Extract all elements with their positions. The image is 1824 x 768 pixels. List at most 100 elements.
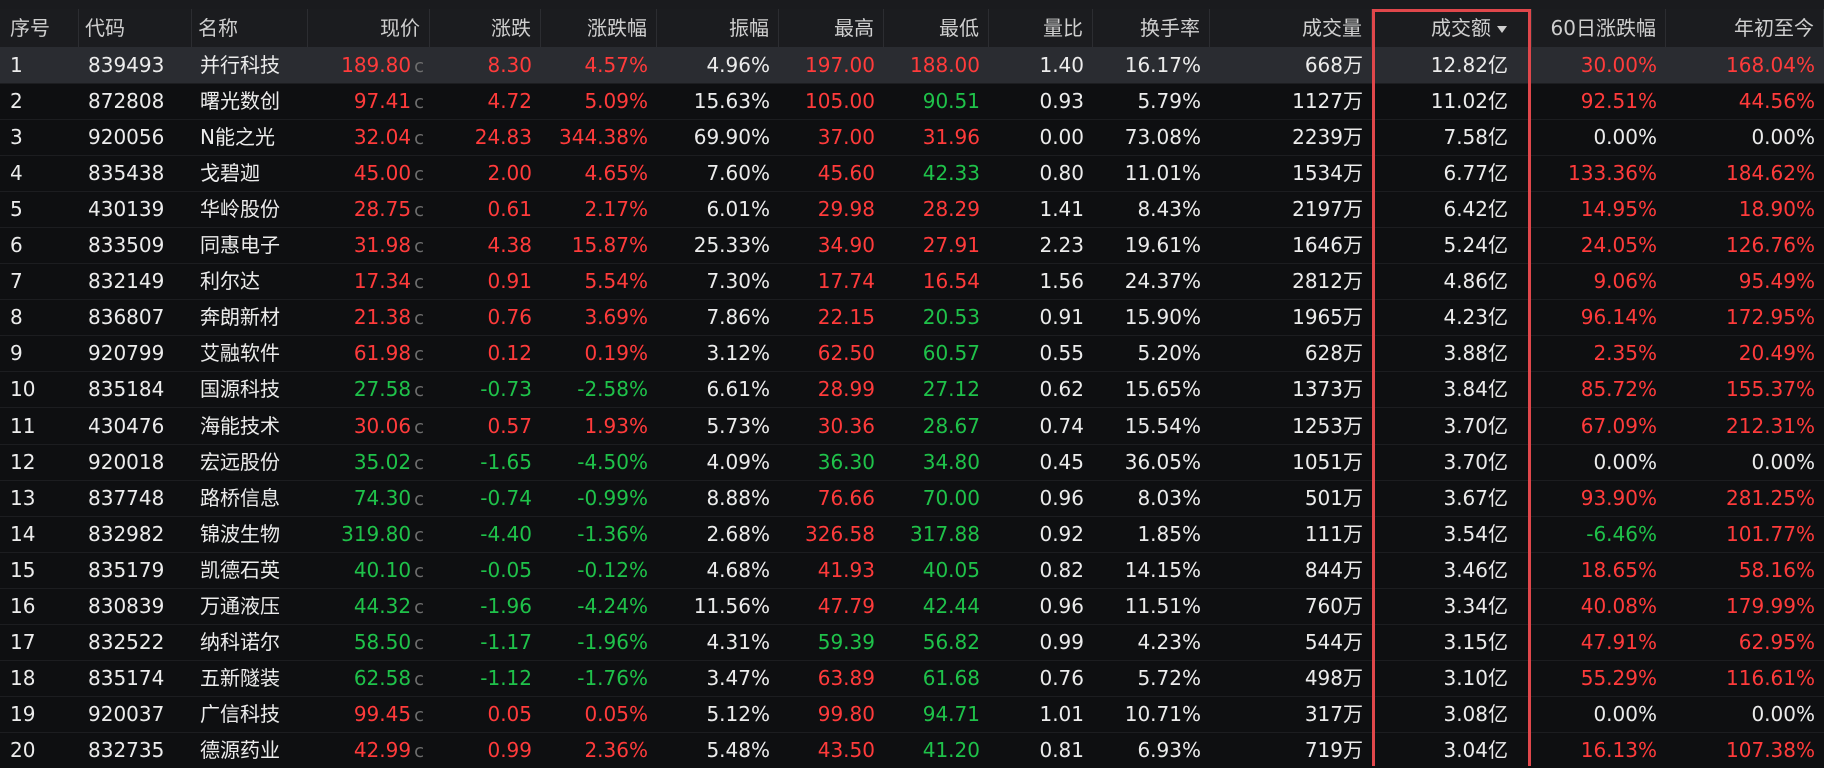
cell-text: 8 [10,305,23,330]
table-row[interactable]: 5 430139 华岭股份 28.75 c 0.61 2.17% 6.01% 29.98 28.2… [0,191,1824,229]
cell-text: 74.30 [353,485,412,510]
table-cell: -1.96% [541,624,657,660]
table-row[interactable]: 8 836807 奔朗新材 21.38 c 0.76 3.69% 7.86% 22.15 20.5… [0,299,1824,337]
column-header[interactable]: 代码 [79,9,192,47]
table-cell: 5.48% [657,732,779,768]
table-cell: 544万 [1210,624,1372,660]
table-row[interactable]: 14 832982 锦波生物 319.80 c -4.40 -1.36% 2.68% 326.5… [0,516,1824,553]
price-suffix: c [414,632,424,654]
cell-text: 85.72% [1580,377,1657,402]
table-cell: 10.71% [1093,696,1210,732]
column-header[interactable]: 最高 [779,9,884,47]
table-row[interactable]: 3 920056 N能之光 32.04 c 24.83 344.38% 69.90% 37.00… [0,119,1824,157]
cell-text: 61.98 [353,341,412,366]
table-cell: 4.72 [430,83,541,119]
cell-text: 116.61% [1726,665,1815,690]
cell-text: 5 [10,197,23,222]
cell-text: 172.95% [1726,305,1815,330]
column-header[interactable]: 振幅 [657,9,779,47]
cell-text: 4.72 [487,89,532,114]
table-cell: 430476 [79,408,192,444]
table-row[interactable]: 20 832735 德源药业 42.99 c 0.99 2.36% 5.48% 43.50 41.… [0,732,1824,768]
table-cell: 830839 [79,588,192,624]
table-row[interactable]: 4 835438 戈碧迦 45.00 c 2.00 4.65% 7.60% 45.60 42.33… [0,155,1824,193]
table-cell: -1.96 [430,588,541,624]
column-header[interactable]: 最低 [884,9,989,47]
cell-text: 8.30 [487,53,532,77]
column-header[interactable]: 年初至今 [1666,9,1824,47]
cell-text: 1051万 [1292,449,1363,474]
column-header[interactable]: 序号 [0,9,79,47]
price-suffix: c [414,236,424,258]
cell-text: 63.89 [817,665,875,690]
table-row[interactable]: 17 832522 纳科诺尔 58.50 c -1.17 -1.96% 4.31% 59.39 5… [0,624,1824,661]
table-row[interactable]: 15 835179 凯德石英 40.10 c -0.05 -0.12% 4.68% 41.93 4… [0,552,1824,589]
table-row[interactable]: 2 872808 曙光数创 97.41 c 4.72 5.09% 15.63% 105.00 90… [0,83,1824,121]
column-header[interactable]: 成交额 [1372,9,1532,47]
table-cell: 184.62% [1666,155,1824,191]
cell-text: -1.12 [480,665,532,690]
table-cell: 43.50 [779,732,884,768]
table-cell: 63.89 [779,660,884,696]
table-cell: 18 [0,660,79,696]
header-label: 涨跌幅 [587,16,647,40]
column-header[interactable]: 涨跌 [430,9,541,47]
table-cell: 1646万 [1210,227,1372,263]
table-row[interactable]: 19 920037 广信科技 99.45 c 0.05 0.05% 5.12% 99.80 94.… [0,696,1824,733]
cell-text: 6 [10,233,23,258]
cell-text: 并行科技 [200,53,280,77]
cell-text: 90.51 [922,89,980,114]
table-cell: 58.16% [1666,552,1824,588]
table-row[interactable]: 10 835184 国源科技 27.58 c -0.73 -2.58% 6.61% 28.99 2… [0,371,1824,409]
cell-text: 16.13% [1580,737,1657,762]
table-cell: 19 [0,696,79,732]
column-header[interactable]: 名称 [192,9,308,47]
column-header[interactable]: 量比 [989,9,1093,47]
table-cell: 7.60% [657,155,779,191]
column-header[interactable]: 涨跌幅 [541,9,657,47]
table-cell: 0.62 [989,371,1093,407]
cell-text: 17 [10,629,36,654]
cell-text: -1.76% [577,665,648,690]
table-cell: 4.68% [657,552,779,588]
table-row[interactable]: 1 839493 并行科技 189.80 c 8.30 4.57% 4.96% 197.00 18… [0,47,1824,85]
table-cell: 28.67 [884,408,989,444]
table-cell: 317万 [1210,696,1372,732]
cell-text: 111万 [1304,521,1363,546]
cell-text: -1.36% [577,521,648,546]
table-row[interactable]: 9 920799 艾融软件 61.98 c 0.12 0.19% 3.12% 62.50 60.5… [0,335,1824,373]
cell-text: 317万 [1304,701,1363,726]
table-cell: 168.04% [1666,47,1824,83]
cell-text: 832735 [88,737,165,762]
table-cell: 40.08% [1532,588,1666,624]
cell-text: 14.95% [1580,197,1657,222]
column-header[interactable]: 成交量 [1210,9,1372,47]
table-cell: 2.00 [430,155,541,191]
cell-text: 42.99 [353,737,412,762]
cell-text: 0.99 [1039,629,1084,654]
table-row[interactable]: 13 837748 路桥信息 74.30 c -0.74 -0.99% 8.88% 76.66 7… [0,480,1824,517]
table-cell: 0.00% [1666,119,1824,155]
table-row[interactable]: 18 835174 五新隧装 62.58 c -1.12 -1.76% 3.47% 63.89 6… [0,660,1824,697]
cell-text: 155.37% [1726,377,1815,402]
cell-text: 14.15% [1124,557,1201,582]
cell-text: 99.80 [817,701,875,726]
column-header[interactable]: 换手率 [1093,9,1210,47]
table-cell: 5.24亿 [1372,227,1532,263]
cell-text: 30.00% [1580,53,1657,77]
table-cell: -1.12 [430,660,541,696]
table-cell: 3.84亿 [1372,371,1532,407]
table-cell: 7.86% [657,299,779,335]
column-header[interactable]: 现价 [308,9,430,47]
table-cell: 3.34亿 [1372,588,1532,624]
cell-text: 42.33 [922,161,980,186]
table-row[interactable]: 12 920018 宏远股份 35.02 c -1.65 -4.50% 4.09% 36.30 3… [0,444,1824,481]
table-row[interactable]: 7 832149 利尔达 17.34 c 0.91 5.54% 7.30% 17.74 16.54… [0,263,1824,301]
column-header[interactable]: 60日涨跌幅 [1532,9,1666,47]
cell-text: 133.36% [1568,161,1657,186]
table-row[interactable]: 16 830839 万通液压 44.32 c -1.96 -4.24% 11.56% 47.79… [0,588,1824,625]
cell-text: 920799 [88,341,165,366]
table-cell: 9.06% [1532,263,1666,299]
table-row[interactable]: 11 430476 海能技术 30.06 c 0.57 1.93% 5.73% 30.36 28.… [0,408,1824,445]
table-row[interactable]: 6 833509 同惠电子 31.98 c 4.38 15.87% 25.33% 34.90 27… [0,227,1824,265]
